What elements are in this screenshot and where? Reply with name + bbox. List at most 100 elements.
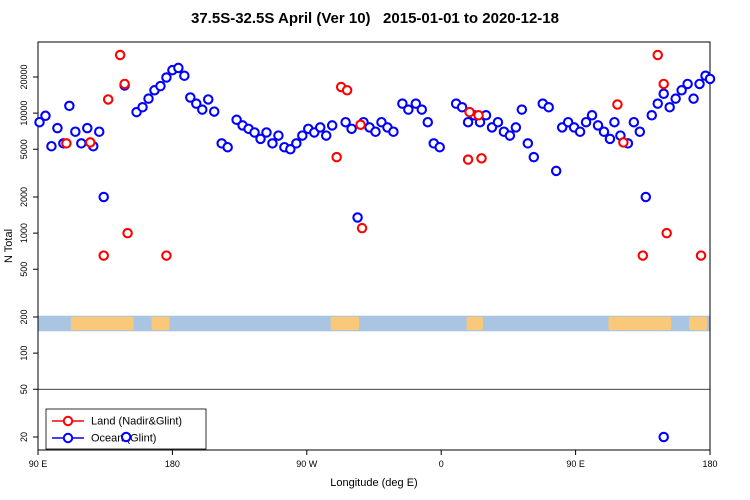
data-point-ocean [403, 104, 414, 115]
map-strip-ocean [38, 315, 710, 332]
data-point-ocean [185, 92, 196, 103]
data-point-ocean [628, 116, 640, 128]
data-point-ocean [64, 100, 75, 112]
data-point-ocean [516, 104, 528, 115]
data-point-ocean [598, 126, 610, 137]
y-tick-label: 10000 [19, 101, 29, 126]
data-point-ocean [191, 98, 202, 109]
data-point-ocean [155, 80, 166, 92]
data-point-land [102, 94, 114, 105]
data-point-ocean [249, 127, 260, 138]
chart-title: 37.5S-32.5S April (Ver 10) 2015-01-01 to… [191, 10, 559, 27]
data-point-land [464, 106, 475, 118]
data-point-ocean [202, 94, 214, 105]
data-point-ocean [574, 126, 586, 137]
data-point-ocean [658, 88, 669, 100]
data-point-ocean [634, 126, 646, 137]
data-point-ocean [522, 138, 534, 149]
data-point-ocean [704, 73, 716, 85]
y-tick-label: 100 [19, 346, 29, 361]
data-point-ocean [320, 130, 332, 141]
data-point-land [85, 137, 96, 148]
data-point-ocean [604, 133, 616, 145]
data-point-ocean [137, 101, 148, 113]
data-point-ocean [326, 120, 338, 131]
y-tick-label: 200 [19, 309, 29, 324]
data-point-ocean [510, 122, 522, 133]
data-point-ocean [222, 141, 233, 153]
data-point-ocean [120, 431, 132, 443]
data-point-ocean [143, 93, 154, 104]
data-point-land [355, 119, 366, 131]
y-tick-label: 2000 [19, 187, 29, 207]
data-point-ocean [93, 126, 105, 137]
data-point-ocean [586, 110, 598, 121]
data-point-ocean [388, 126, 399, 137]
legend-box [45, 408, 207, 450]
map-strip-land [466, 316, 484, 331]
data-point-ocean [285, 143, 296, 155]
data-point-ocean [492, 116, 504, 128]
x-tick-label: 90 W [296, 459, 318, 469]
data-point-ocean [682, 78, 693, 90]
data-point-ocean [543, 101, 554, 113]
x-tick-label: 0 [439, 459, 444, 469]
data-point-ocean [34, 116, 45, 128]
data-point-ocean [255, 133, 266, 145]
data-point-ocean [261, 127, 272, 138]
data-point-land [119, 78, 130, 90]
data-point-ocean [352, 212, 363, 223]
data-point-ocean [640, 191, 652, 203]
y-tick-label: 20 [19, 432, 29, 442]
map-strip-land [689, 316, 708, 331]
data-point-ocean [161, 72, 172, 83]
data-point-ocean [434, 141, 445, 153]
data-point-ocean [397, 98, 408, 109]
data-point-ocean [314, 122, 326, 133]
data-point-ocean [70, 126, 81, 137]
data-point-ocean [291, 138, 302, 149]
map-strip-land [151, 316, 170, 331]
data-point-ocean [46, 140, 57, 152]
data-point-ocean [76, 138, 87, 149]
data-point-land [618, 137, 629, 148]
data-point-ocean [82, 122, 93, 134]
data-point-ocean [550, 165, 562, 177]
data-point-ocean [504, 130, 516, 141]
data-point-land [114, 49, 126, 61]
data-point-land [695, 250, 707, 261]
y-tick-label: 50 [19, 384, 29, 394]
data-point-land [637, 250, 649, 261]
y-tick-label: 20000 [19, 64, 29, 89]
data-point-ocean [370, 126, 381, 137]
data-point-ocean [267, 138, 278, 149]
data-point-ocean [580, 116, 592, 128]
data-point-ocean [40, 110, 51, 122]
data-point-ocean [462, 116, 474, 128]
data-point-land [652, 49, 663, 61]
data-point-ocean [664, 101, 675, 113]
y-tick-label: 500 [19, 262, 29, 277]
data-point-land [122, 227, 133, 239]
data-point-ocean [688, 93, 699, 104]
data-point-land [476, 153, 487, 164]
y-tick-label: 1000 [19, 223, 29, 243]
data-point-ocean [528, 151, 540, 163]
data-point-ocean [340, 116, 351, 128]
map-strip-land [70, 316, 134, 331]
map-strip-land [330, 316, 360, 331]
data-point-ocean [173, 62, 184, 74]
data-point-ocean [416, 104, 428, 115]
x-tick-label: 180 [165, 459, 180, 469]
data-point-land [462, 154, 474, 165]
data-point-land [658, 78, 669, 90]
map-strip-land [608, 316, 672, 331]
y-tick-label: 5000 [19, 139, 29, 159]
data-point-land [661, 227, 672, 239]
data-point-ocean [273, 130, 284, 141]
data-point-ocean [646, 110, 658, 121]
plot-border [37, 41, 711, 451]
x-tick-label: 90 E [29, 459, 48, 469]
data-point-land [356, 222, 368, 234]
